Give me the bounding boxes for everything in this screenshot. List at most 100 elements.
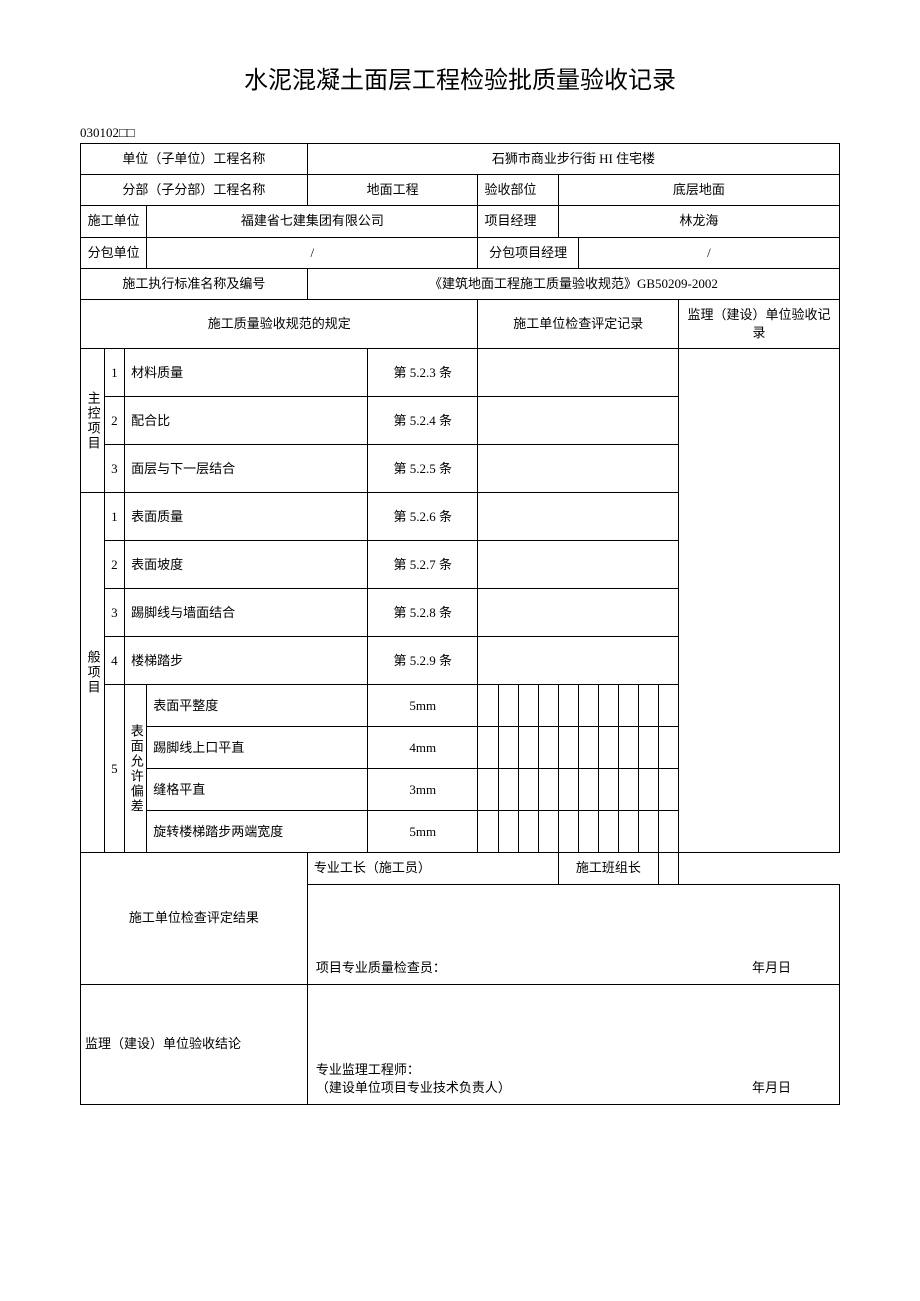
item-name: 表面质量 [125,493,368,541]
construct-unit-label: 施工单位 [81,206,147,237]
pm-label: 项目经理 [478,206,558,237]
item-name: 踢脚线与墙面结合 [125,589,368,637]
check-cell [659,811,679,853]
check-cell [538,769,558,811]
item-ref: 第 5.2.7 条 [368,541,478,589]
construct-result-label: 施工单位检查评定结果 [81,853,308,984]
check-cell [518,769,538,811]
check-cell [578,727,598,769]
check-cell [558,727,578,769]
check-cell [618,727,638,769]
check-cell [498,811,518,853]
item-no: 3 [105,589,125,637]
tolerance-ref: 4mm [368,727,478,769]
tolerance-ref: 3mm [368,769,478,811]
check-cell [598,769,618,811]
inspection-table: 单位（子单位）工程名称 石狮市商业步行街 HI 住宅楼 分部（子分部）工程名称 … [80,143,840,1105]
check-cell [478,445,679,493]
item-no: 1 [105,349,125,397]
check-cell [498,727,518,769]
team-leader-cell [659,853,679,884]
check-cell [538,811,558,853]
check-cell [538,727,558,769]
owner-label: （建设单位项目专业技术负责人） [316,1080,511,1095]
supervise-result-label: 监理（建设）单位验收结论 [81,984,308,1104]
std-label: 施工执行标准名称及编号 [81,268,308,299]
tolerance-name: 表面平整度 [147,685,368,727]
sub-project-label: 分部（子分部）工程名称 [81,175,308,206]
check-cell [478,541,679,589]
check-cell [518,685,538,727]
item-no: 2 [105,397,125,445]
sub-pm-label: 分包项目经理 [478,237,578,268]
pm-value: 林龙海 [558,206,839,237]
item-ref: 第 5.2.6 条 [368,493,478,541]
check-cell [558,685,578,727]
check-cell [478,349,679,397]
general-group-label: 般项目 [81,493,105,853]
accept-part-label: 验收部位 [478,175,558,206]
tolerance-no: 5 [105,685,125,853]
check-cell [478,493,679,541]
subcontract-label: 分包单位 [81,237,147,268]
check-cell [578,685,598,727]
engineer-signature-cell: 专业监理工程师： （建设单位项目专业技术负责人） 年月日 [307,984,839,1104]
qc-signature-cell: 项目专业质量检查员： 年月日 [307,884,839,984]
foreman-label: 专业工长（施工员） [307,853,558,884]
check-cell [478,811,498,853]
page-title: 水泥混凝土面层工程检验批质量验收记录 [80,60,840,95]
form-number: 030102□□ [80,125,840,141]
main-group-label: 主控项目 [81,349,105,493]
check-cell [598,685,618,727]
check-cell [518,727,538,769]
check-cell [638,685,658,727]
subcontract-value: / [147,237,478,268]
check-cell [659,727,679,769]
check-header: 施工单位检查评定记录 [478,299,679,348]
check-cell [618,769,638,811]
check-cell [558,811,578,853]
check-cell [618,685,638,727]
tolerance-ref: 5mm [368,811,478,853]
item-no: 4 [105,637,125,685]
check-cell [578,811,598,853]
tolerance-group-label: 表面允许偏差 [125,685,147,853]
sub-pm-value: / [578,237,839,268]
team-leader-label: 施工班组长 [558,853,658,884]
item-ref: 第 5.2.4 条 [368,397,478,445]
check-cell [478,589,679,637]
check-cell [638,811,658,853]
date-label: 年月日 [752,959,791,977]
check-cell [518,811,538,853]
accept-part-value: 底层地面 [558,175,839,206]
std-value: 《建筑地面工程施工质量验收规范》GB50209-2002 [307,268,839,299]
check-cell [478,397,679,445]
unit-project-value: 石狮市商业步行街 HI 住宅楼 [307,144,839,175]
check-cell [538,685,558,727]
item-no: 2 [105,541,125,589]
check-cell [578,769,598,811]
spec-header: 施工质量验收规范的规定 [81,299,478,348]
check-cell [478,637,679,685]
supervise-header: 监理（建设）单位验收记录 [679,299,840,348]
item-name: 配合比 [125,397,368,445]
item-name: 表面坡度 [125,541,368,589]
item-name: 材料质量 [125,349,368,397]
construct-unit-value: 福建省七建集团有限公司 [147,206,478,237]
tolerance-name: 踢脚线上口平直 [147,727,368,769]
qc-label: 项目专业质量检查员： [316,960,446,975]
check-cell [478,685,498,727]
date-label: 年月日 [752,1079,791,1097]
check-cell [659,685,679,727]
check-cell [659,769,679,811]
item-ref: 第 5.2.9 条 [368,637,478,685]
item-ref: 第 5.2.8 条 [368,589,478,637]
check-cell [598,727,618,769]
item-ref: 第 5.2.3 条 [368,349,478,397]
check-cell [598,811,618,853]
tolerance-ref: 5mm [368,685,478,727]
engineer-label: 专业监理工程师： [316,1062,420,1077]
check-cell [478,727,498,769]
check-cell [618,811,638,853]
check-cell [638,727,658,769]
